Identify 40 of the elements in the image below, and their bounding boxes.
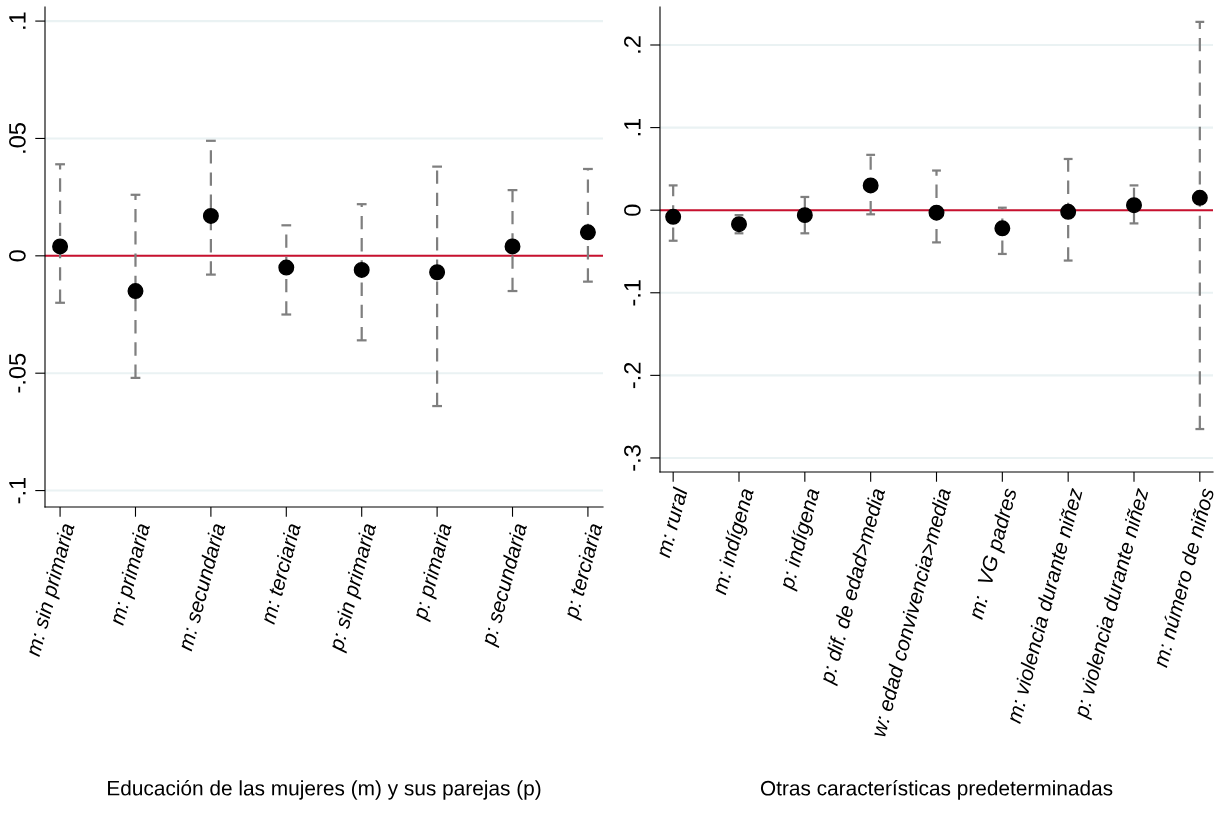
point: [796, 207, 813, 224]
point: [994, 220, 1011, 237]
point: [1060, 203, 1077, 220]
x-tick-label: m: indígena: [710, 487, 758, 597]
point: [579, 224, 596, 241]
x-tick-label: m: terciaria: [259, 522, 301, 625]
x-tick-label: p: sin primaria: [327, 522, 381, 654]
y-tick-label: 0: [9, 250, 26, 262]
point: [202, 207, 219, 224]
y-tick-label: .1: [9, 12, 26, 29]
point: [127, 283, 144, 300]
point: [52, 238, 69, 255]
y-tick-label: .1: [624, 118, 641, 136]
x-axis-title: Educación de las mujeres (m) y sus parejas (p): [108, 780, 541, 800]
y-tick-label: -.1: [624, 280, 641, 306]
y-tick-label: .05: [9, 123, 26, 153]
point: [928, 204, 945, 221]
y-tick-label: -.05: [9, 353, 26, 393]
y-tick-label: -.1: [9, 477, 26, 504]
y-tick-label: -.2: [624, 362, 641, 389]
x-tick-label: p: primaria: [411, 522, 456, 623]
x-tick-label: p: terciaria: [562, 522, 607, 622]
x-tick-label: m: primaria: [108, 522, 155, 627]
x-tick-label: p: indígena: [778, 487, 824, 592]
x-tick-label: m: rural: [654, 486, 689, 559]
point: [665, 208, 682, 225]
x-tick-label: m: sin primaria: [24, 522, 79, 659]
point: [1126, 197, 1142, 214]
x-tick-label: m: VG padres: [967, 486, 1021, 621]
point: [278, 259, 295, 276]
y-tick-label: -.3: [624, 445, 641, 471]
point: [429, 264, 446, 281]
y-tick-label: .2: [624, 36, 641, 53]
x-axis-title: Otras características predeterminadas: [760, 780, 1113, 800]
x-tick-label: m: número de niños: [1152, 486, 1215, 669]
point: [504, 238, 521, 255]
y-tick-label: 0: [624, 204, 641, 216]
point: [862, 177, 879, 194]
point: [1191, 189, 1208, 206]
point: [353, 261, 370, 278]
